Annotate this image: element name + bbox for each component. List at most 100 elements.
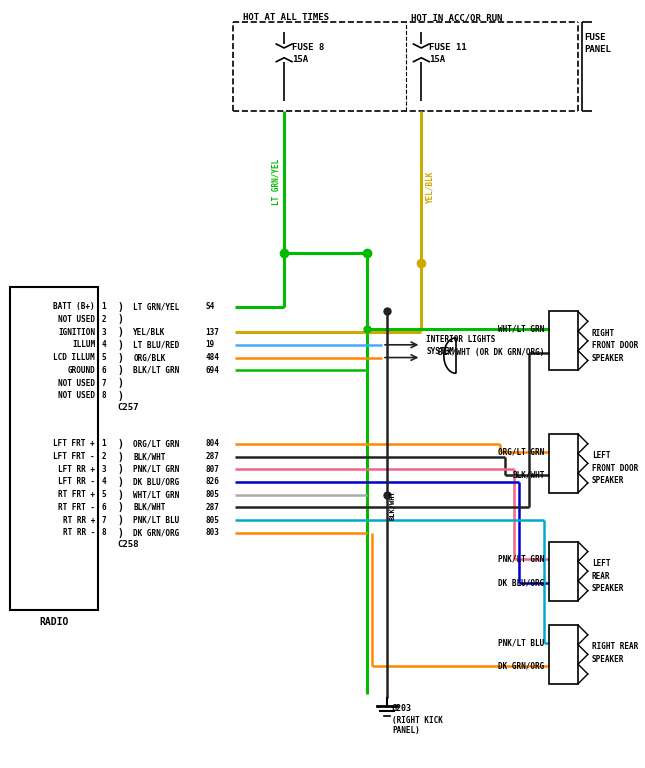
- Text: 137: 137: [206, 328, 219, 336]
- Text: LT GRN/YEL: LT GRN/YEL: [271, 158, 280, 205]
- Bar: [10, 287, 98, 611]
- Text: PNK/LT BLU: PNK/LT BLU: [134, 515, 179, 525]
- Text: LEFT: LEFT: [591, 559, 610, 568]
- Text: 19: 19: [206, 340, 215, 349]
- Text: FRONT DOOR: FRONT DOOR: [591, 464, 638, 473]
- Text: 287: 287: [206, 452, 219, 461]
- Text: ILLUM: ILLUM: [72, 340, 95, 349]
- Text: BLK/WHT: BLK/WHT: [134, 452, 166, 461]
- Text: NOT USED: NOT USED: [58, 391, 95, 400]
- Text: BATT (B+): BATT (B+): [54, 302, 95, 311]
- Text: LFT FRT -: LFT FRT -: [54, 452, 95, 461]
- Text: REAR: REAR: [591, 571, 610, 581]
- Text: ORG/LT GRN: ORG/LT GRN: [499, 447, 545, 456]
- Text: PNK/LT GRN: PNK/LT GRN: [499, 554, 545, 564]
- Text: RADIO: RADIO: [39, 617, 68, 627]
- Text: ): ): [117, 327, 123, 337]
- Text: DK BLU/ORG: DK BLU/ORG: [134, 478, 179, 486]
- Text: ORG/BLK: ORG/BLK: [134, 353, 166, 362]
- Text: FUSE: FUSE: [584, 33, 606, 41]
- Text: ): ): [117, 302, 123, 312]
- Text: LFT RR +: LFT RR +: [58, 465, 95, 474]
- Bar: [549, 312, 578, 370]
- Text: 2: 2: [101, 315, 106, 324]
- Text: DK GRN/ORG: DK GRN/ORG: [499, 662, 545, 670]
- Text: RIGHT: RIGHT: [591, 329, 615, 338]
- Text: ): ): [117, 391, 123, 401]
- Text: 5: 5: [101, 353, 106, 362]
- Text: 6: 6: [101, 366, 106, 375]
- Text: SYSTEM: SYSTEM: [426, 347, 454, 356]
- Text: 804: 804: [206, 439, 219, 449]
- Text: 7: 7: [101, 515, 106, 525]
- Text: 5: 5: [101, 490, 106, 499]
- Text: SPEAKER: SPEAKER: [591, 584, 624, 593]
- Text: PNK/LT GRN: PNK/LT GRN: [134, 465, 179, 474]
- Text: YEL/BLK: YEL/BLK: [425, 170, 434, 203]
- Text: LT GRN/YEL: LT GRN/YEL: [134, 302, 179, 311]
- Text: 6: 6: [101, 503, 106, 512]
- Text: BLK/WHT: BLK/WHT: [390, 491, 396, 521]
- Text: ): ): [117, 314, 123, 324]
- Text: SPEAKER: SPEAKER: [591, 655, 624, 664]
- Text: ): ): [117, 452, 123, 462]
- Text: GROUND: GROUND: [67, 366, 95, 375]
- Text: 15A: 15A: [429, 55, 445, 65]
- Text: S4: S4: [206, 302, 215, 311]
- Text: LT BLU/RED: LT BLU/RED: [134, 340, 179, 349]
- Text: 4: 4: [101, 340, 106, 349]
- Text: ): ): [117, 490, 123, 500]
- Text: C258: C258: [117, 540, 139, 549]
- Text: SPEAKER: SPEAKER: [591, 476, 624, 485]
- Text: RT RR -: RT RR -: [63, 528, 95, 538]
- Text: 8: 8: [101, 391, 106, 400]
- Text: C257: C257: [117, 403, 139, 412]
- Text: DK GRN/ORG: DK GRN/ORG: [134, 528, 179, 538]
- Text: (RIGHT KICK: (RIGHT KICK: [392, 716, 442, 724]
- Text: PNK/LT BLU: PNK/LT BLU: [499, 638, 545, 647]
- Text: 3: 3: [101, 328, 106, 336]
- Text: ): ): [117, 378, 123, 388]
- Text: NOT USED: NOT USED: [58, 315, 95, 324]
- Text: ): ): [117, 464, 123, 474]
- Text: ): ): [117, 339, 123, 349]
- Text: FUSE 8: FUSE 8: [292, 44, 324, 52]
- Text: INTERIOR LIGHTS: INTERIOR LIGHTS: [426, 336, 495, 344]
- Text: HOT AT ALL TIMES: HOT AT ALL TIMES: [243, 13, 329, 22]
- Text: PANEL): PANEL): [392, 727, 420, 735]
- Text: BLK/WHT (OR DK GRN/ORG): BLK/WHT (OR DK GRN/ORG): [439, 348, 545, 357]
- Text: LCD ILLUM: LCD ILLUM: [54, 353, 95, 362]
- Text: IGNITION: IGNITION: [58, 328, 95, 336]
- Text: 4: 4: [101, 478, 106, 486]
- Text: G203: G203: [392, 703, 412, 713]
- Text: 8: 8: [101, 528, 106, 538]
- Text: 826: 826: [206, 478, 219, 486]
- Text: 694: 694: [206, 366, 219, 375]
- Text: BLK/WHT: BLK/WHT: [512, 471, 545, 479]
- Text: 805: 805: [206, 490, 219, 499]
- Text: 807: 807: [206, 465, 219, 474]
- Text: ): ): [117, 366, 123, 376]
- Text: WHT/LT GRN: WHT/LT GRN: [134, 490, 179, 499]
- Text: BLK/WHT: BLK/WHT: [134, 503, 166, 512]
- Text: ): ): [117, 353, 123, 362]
- Text: 484: 484: [206, 353, 219, 362]
- Bar: [549, 541, 578, 601]
- Text: 3: 3: [101, 465, 106, 474]
- Text: FUSE 11: FUSE 11: [429, 44, 467, 52]
- Text: ): ): [117, 477, 123, 487]
- Text: ORG/LT GRN: ORG/LT GRN: [134, 439, 179, 449]
- Text: 15A: 15A: [292, 55, 308, 65]
- Text: ): ): [117, 528, 123, 538]
- Text: WHT/LT GRN: WHT/LT GRN: [499, 325, 545, 333]
- Text: 287: 287: [206, 503, 219, 512]
- Text: RIGHT REAR: RIGHT REAR: [591, 642, 638, 651]
- Text: FRONT DOOR: FRONT DOOR: [591, 341, 638, 350]
- Text: 7: 7: [101, 379, 106, 388]
- Text: 805: 805: [206, 515, 219, 525]
- Text: ): ): [117, 515, 123, 525]
- Text: LEFT: LEFT: [591, 451, 610, 460]
- Text: ): ): [117, 502, 123, 512]
- Text: 803: 803: [206, 528, 219, 538]
- Text: NOT USED: NOT USED: [58, 379, 95, 388]
